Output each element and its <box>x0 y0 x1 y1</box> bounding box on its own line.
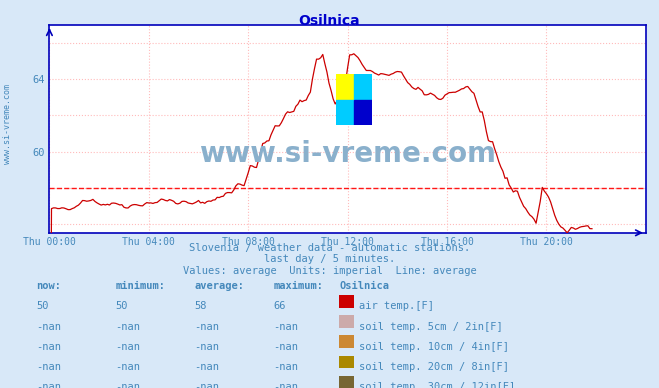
Text: 66: 66 <box>273 301 286 312</box>
Text: maximum:: maximum: <box>273 281 324 291</box>
Text: -nan: -nan <box>194 382 219 388</box>
Text: 50: 50 <box>115 301 128 312</box>
Text: average:: average: <box>194 281 244 291</box>
Bar <box>354 74 372 100</box>
Text: 50: 50 <box>36 301 49 312</box>
Text: -nan: -nan <box>194 322 219 332</box>
Text: www.si-vreme.com: www.si-vreme.com <box>3 84 13 164</box>
Text: soil temp. 5cm / 2in[F]: soil temp. 5cm / 2in[F] <box>359 322 503 332</box>
Text: -nan: -nan <box>273 342 299 352</box>
Text: air temp.[F]: air temp.[F] <box>359 301 434 312</box>
Bar <box>335 74 354 100</box>
Text: soil temp. 30cm / 12in[F]: soil temp. 30cm / 12in[F] <box>359 382 515 388</box>
Text: 58: 58 <box>194 301 207 312</box>
Text: Osilnica: Osilnica <box>339 281 389 291</box>
Text: -nan: -nan <box>115 382 140 388</box>
Text: Slovenia / weather data - automatic stations.: Slovenia / weather data - automatic stat… <box>189 242 470 253</box>
Bar <box>335 100 354 125</box>
Text: now:: now: <box>36 281 61 291</box>
Text: Values: average  Units: imperial  Line: average: Values: average Units: imperial Line: av… <box>183 266 476 276</box>
Text: -nan: -nan <box>273 322 299 332</box>
Text: last day / 5 minutes.: last day / 5 minutes. <box>264 254 395 264</box>
Text: -nan: -nan <box>36 342 61 352</box>
Text: -nan: -nan <box>273 362 299 372</box>
Text: soil temp. 20cm / 8in[F]: soil temp. 20cm / 8in[F] <box>359 362 509 372</box>
Text: -nan: -nan <box>115 342 140 352</box>
Text: www.si-vreme.com: www.si-vreme.com <box>199 140 496 168</box>
Text: soil temp. 10cm / 4in[F]: soil temp. 10cm / 4in[F] <box>359 342 509 352</box>
Text: -nan: -nan <box>273 382 299 388</box>
Bar <box>354 100 372 125</box>
Text: -nan: -nan <box>194 362 219 372</box>
Text: -nan: -nan <box>115 322 140 332</box>
Text: Osilnica: Osilnica <box>299 14 360 28</box>
Text: -nan: -nan <box>36 382 61 388</box>
Text: minimum:: minimum: <box>115 281 165 291</box>
Text: -nan: -nan <box>194 342 219 352</box>
Text: -nan: -nan <box>36 322 61 332</box>
Text: -nan: -nan <box>115 362 140 372</box>
Text: -nan: -nan <box>36 362 61 372</box>
